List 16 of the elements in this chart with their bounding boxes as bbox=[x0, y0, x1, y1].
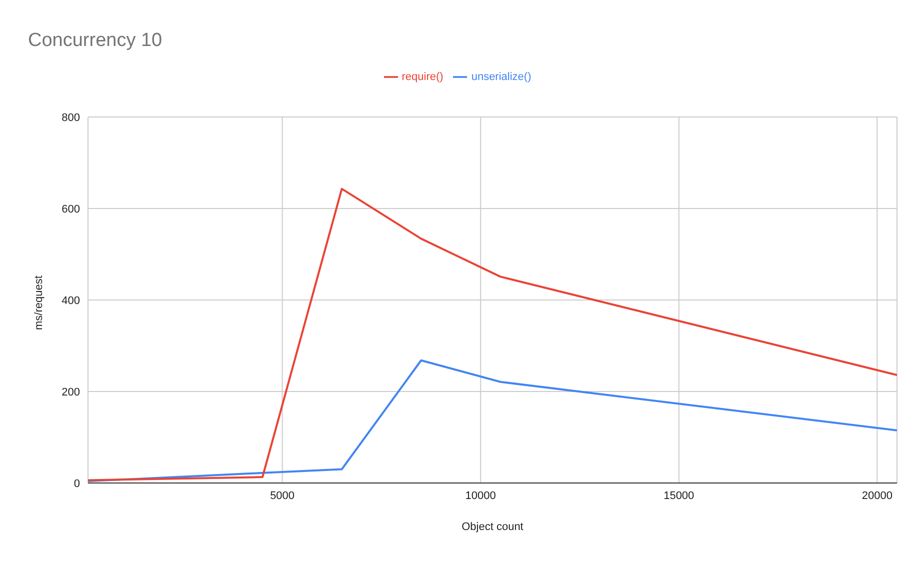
y-tick-label: 600 bbox=[62, 203, 80, 216]
y-tick-label: 400 bbox=[62, 294, 80, 307]
legend-label: require() bbox=[402, 70, 444, 83]
y-tick-label: 200 bbox=[62, 386, 80, 398]
x-tick-label: 10000 bbox=[465, 490, 496, 502]
line-series bbox=[88, 188, 897, 482]
y-tick-label: 0 bbox=[74, 478, 80, 490]
x-axis-title: Object count bbox=[462, 521, 524, 533]
legend-label: unserialize() bbox=[471, 70, 532, 83]
x-tick-label: 15000 bbox=[664, 490, 694, 502]
line-series bbox=[88, 359, 897, 482]
chart-title: Concurrency 10 bbox=[28, 30, 162, 52]
x-tick-label: 5000 bbox=[270, 490, 295, 502]
y-tick-label: 800 bbox=[62, 112, 80, 124]
x-tick-label: 20000 bbox=[862, 490, 892, 502]
y-axis-title: ms/request bbox=[32, 276, 45, 330]
